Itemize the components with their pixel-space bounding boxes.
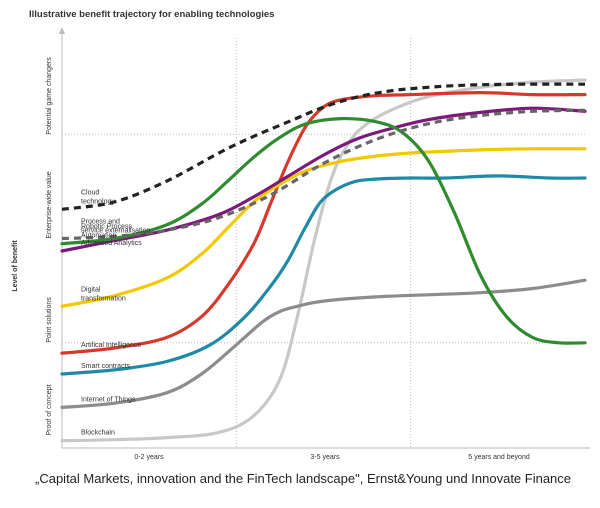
series-lines — [60, 78, 587, 443]
x-period-label-0-2-years: 0-2 years — [134, 454, 164, 461]
y-level-label-enterprise-wide: Enterprise-wide value — [46, 171, 53, 238]
x-period-label-3-5-years: 3-5 years — [310, 454, 340, 461]
series-labels: Cloud technology Process and service extern… — [81, 189, 150, 436]
series-label-rpa-line2: Automation — [81, 233, 117, 240]
series-label-rpa-line1: Robotic Process — [81, 224, 132, 231]
source-caption: „Capital Markets, innovation and the Fin… — [35, 471, 572, 486]
y-level-label-point-solutions: Point solutions — [46, 297, 53, 343]
series-line-analytics — [60, 106, 587, 253]
series-label-process-line2: service externalisation — [81, 228, 150, 235]
series-line-rpa — [60, 116, 587, 345]
benefit-trajectory-chart: Illustrative benefit trajectory for enab… — [12, 9, 590, 461]
series-line-digital — [60, 147, 587, 308]
series-line-iot — [60, 278, 587, 409]
series-line-process — [61, 108, 586, 241]
series-label-cloud-line1: Cloud — [81, 189, 99, 196]
series-line-ai — [60, 90, 587, 355]
series-label-ai: Artifical Intelligence — [81, 342, 141, 349]
series-label-digital-line1: Digital — [81, 286, 101, 293]
series-label-cloud-line2: technology — [81, 198, 115, 205]
series-label-analytics: Advanced Analytics — [81, 240, 142, 247]
y-axis-title: Level of benefit — [12, 240, 19, 292]
series-line-smart — [60, 174, 587, 376]
x-period-label-5-years-beyond: 5 years and beyond — [468, 454, 530, 461]
y-level-label-game-changers: Potential game changers — [46, 57, 53, 135]
y-level-label-proof-of-concept: Proof of concept — [46, 384, 53, 435]
series-line-cloud — [61, 82, 586, 211]
series-label-digital-line2: transformation — [81, 295, 126, 302]
series-label-iot: Internet of Things — [81, 396, 136, 403]
y-axis-arrow — [59, 27, 65, 34]
series-label-process-line1: Process and — [81, 219, 120, 226]
series-label-smart: Smart contracts — [81, 363, 131, 370]
series-label-blockchain: Blockchain — [81, 430, 115, 437]
chart-title: Illustrative benefit trajectory for enab… — [29, 9, 274, 20]
